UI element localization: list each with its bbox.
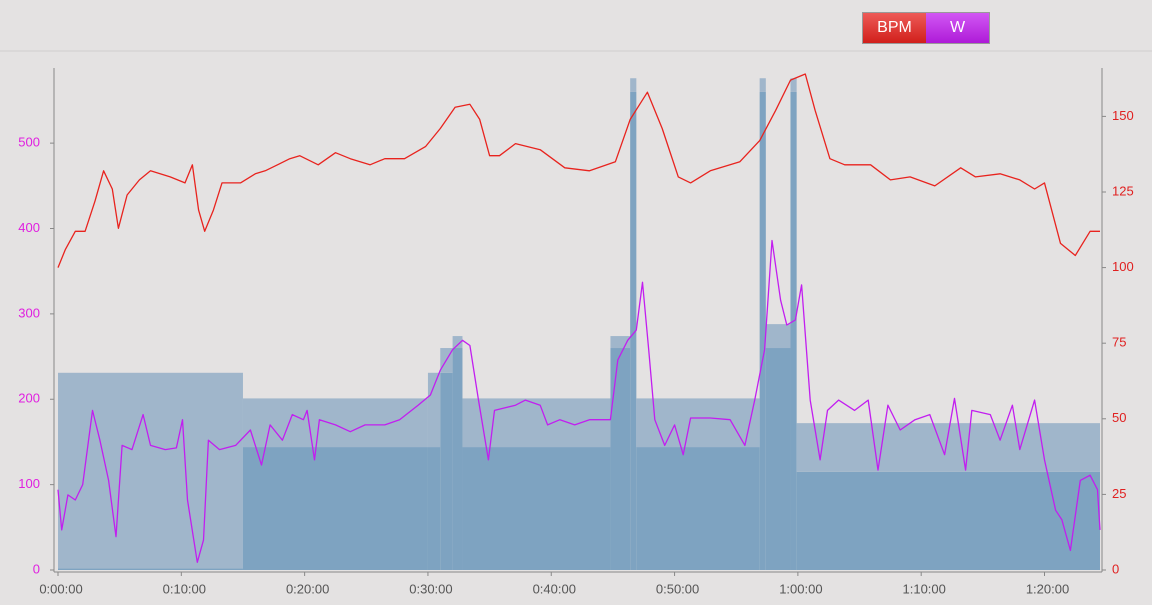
- legend: BPM W: [862, 12, 990, 44]
- zone-low: [427, 447, 441, 570]
- zone-low: [462, 447, 611, 570]
- x-tick-label: 0:00:00: [39, 581, 82, 596]
- x-tick-label: 1:00:00: [779, 581, 822, 596]
- legend-button[interactable]: W: [926, 13, 989, 43]
- x-tick-label: 0:50:00: [656, 581, 699, 596]
- zone-low: [636, 447, 760, 570]
- y2-tick-label: 25: [1112, 486, 1126, 501]
- y2-tick-label: 100: [1112, 259, 1134, 274]
- zone-high: [636, 398, 760, 448]
- zone-low: [630, 91, 637, 571]
- zone-low: [440, 372, 453, 570]
- y2-tick-label: 50: [1112, 410, 1126, 425]
- x-tick-label: 0:10:00: [163, 581, 206, 596]
- zone-low: [610, 348, 631, 570]
- y-tick-label: 0: [33, 561, 40, 576]
- zone-low: [452, 348, 463, 570]
- zone-low: [796, 471, 1100, 570]
- y2-tick-label: 0: [1112, 561, 1119, 576]
- y2-tick-label: 75: [1112, 335, 1126, 350]
- zone-low: [790, 91, 797, 571]
- series-line: [57, 73, 1100, 268]
- x-tick-label: 0:40:00: [533, 581, 576, 596]
- y-tick-label: 400: [18, 220, 40, 235]
- x-tick-label: 1:20:00: [1026, 581, 1069, 596]
- zone-high: [462, 398, 611, 448]
- axes: 0:00:00 0:10:00 0:20:00 0:30:00 0:40:00 0:50:…: [18, 68, 1134, 596]
- y-tick-label: 200: [18, 391, 40, 406]
- lines: [57, 73, 1101, 563]
- zones: [58, 78, 1100, 571]
- y-tick-label: 500: [18, 135, 40, 150]
- y-tick-label: 100: [18, 476, 40, 491]
- zone-high: [630, 78, 637, 92]
- zone-high: [452, 336, 463, 349]
- zone-low: [58, 568, 243, 570]
- x-tick-label: 0:20:00: [286, 581, 329, 596]
- zone-low: [759, 91, 766, 571]
- legend-button[interactable]: BPM: [863, 13, 926, 43]
- x-tick-label: 0:30:00: [409, 581, 452, 596]
- zone-high: [765, 324, 791, 349]
- zone-high: [427, 372, 441, 448]
- zone-high: [242, 398, 428, 448]
- zone-low: [765, 348, 791, 570]
- zone-high: [790, 78, 797, 92]
- series-line: [57, 239, 1101, 563]
- y2-tick-label: 150: [1112, 108, 1134, 123]
- zone-high: [58, 372, 243, 569]
- y2-tick-label: 125: [1112, 183, 1134, 198]
- x-tick-label: 1:10:00: [903, 581, 946, 596]
- y-tick-label: 300: [18, 305, 40, 320]
- zone-high: [759, 78, 766, 92]
- zone-low: [242, 447, 428, 570]
- zone-high: [610, 336, 631, 349]
